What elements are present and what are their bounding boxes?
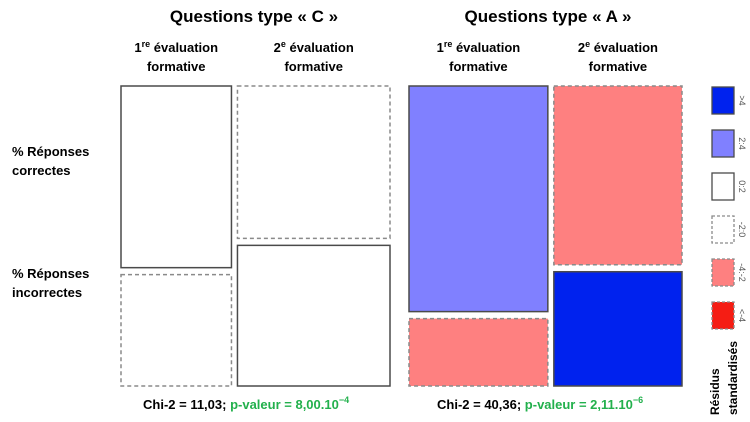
legend-label: 2:4 <box>737 137 747 150</box>
row-label-line2: correctes <box>12 163 71 178</box>
mosaic-panel-2: Questions type « A » 1re évaluation format… <box>408 7 683 412</box>
column-header: 2e évaluation <box>274 39 354 55</box>
legend-swatch <box>711 215 735 244</box>
mosaic-cell <box>236 244 391 387</box>
column-header: 1re évaluation <box>134 39 218 55</box>
mosaic-cell <box>120 85 233 269</box>
legend-title: Résidus <box>708 368 722 415</box>
row-label: % Réponses <box>12 144 89 159</box>
legend-swatch <box>711 86 735 115</box>
mosaic-cell <box>553 85 683 266</box>
mosaic-cell <box>408 317 549 387</box>
legend-label: -2:0 <box>737 222 747 238</box>
column-header-line2: formative <box>589 59 648 74</box>
legend-label: 0:2 <box>737 180 747 193</box>
mosaic-panel-1: Questions type « C » 1re évaluation format… <box>120 7 391 412</box>
panel-title: Questions type « A » <box>465 7 632 26</box>
mosaic-cell <box>408 85 549 313</box>
legend-label: <-4 <box>737 309 747 322</box>
column-header-line2: formative <box>284 59 343 74</box>
column-header-line2: formative <box>147 59 206 74</box>
mosaic-cell <box>120 273 233 387</box>
column-header-line2: formative <box>449 59 508 74</box>
legend-label: -4:-2 <box>737 263 747 282</box>
column-header: 2e évaluation <box>578 39 658 55</box>
mosaic-cell <box>553 270 683 387</box>
legend-swatch <box>711 258 735 287</box>
panel-title: Questions type « C » <box>170 7 338 26</box>
mosaic-cell <box>236 85 391 240</box>
residuals-legend: >4 2:4 0:2 -2:0 -4:-2 <-4 Résidus standardisés <box>708 86 747 415</box>
legend-swatch <box>711 301 735 330</box>
legend-swatch <box>711 129 735 158</box>
legend-label: >4 <box>737 95 747 105</box>
chi2-statistic: Chi-2 = 11,03; p-valeur = 8,00.10−4 <box>143 395 349 412</box>
row-label: % Réponses <box>12 266 89 281</box>
chi2-statistic: Chi-2 = 40,36; p-valeur = 2,11.10−6 <box>437 395 643 412</box>
legend-swatch <box>711 172 735 201</box>
column-header: 1re évaluation <box>437 39 521 55</box>
legend-title-line2: standardisés <box>726 341 740 415</box>
row-label-line2: incorrectes <box>12 285 82 300</box>
